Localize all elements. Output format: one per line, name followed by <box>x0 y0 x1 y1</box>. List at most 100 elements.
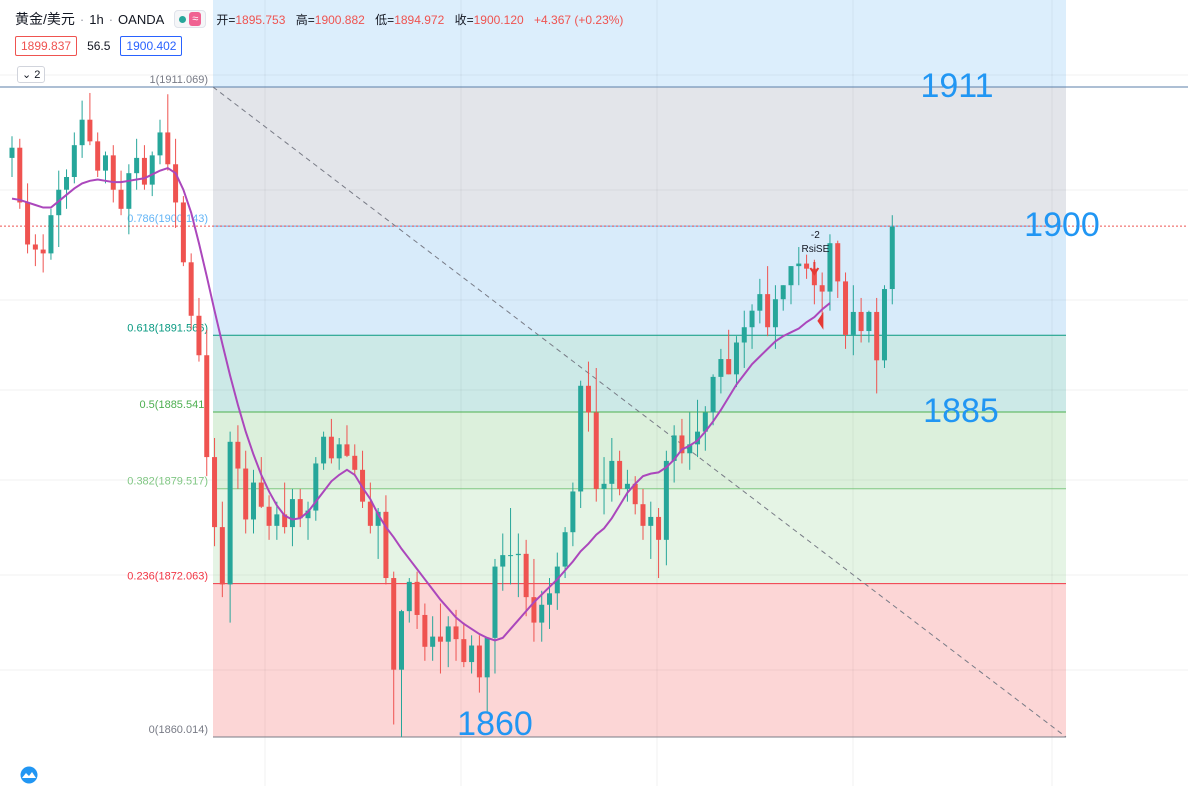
candle-body <box>702 412 708 432</box>
buy-button[interactable]: 1900.402 <box>120 36 183 56</box>
candle-body <box>336 444 342 459</box>
low-value: 1894.972 <box>394 12 445 27</box>
candle-body <box>562 532 568 567</box>
candle-body <box>656 516 662 540</box>
candle-body <box>726 359 732 375</box>
change-value: +4.367 (+0.23%) <box>534 12 624 27</box>
candle-body <box>25 202 31 245</box>
candle-body <box>32 244 38 250</box>
candle-body <box>250 482 256 520</box>
wave-icon: ≈ <box>189 12 202 26</box>
candle-body <box>819 285 825 292</box>
sell-button[interactable]: 1899.837 <box>15 36 78 56</box>
candle-body <box>352 455 358 470</box>
candle-body <box>585 385 591 413</box>
fib-level-label: 0.5(1885.541) <box>140 399 209 411</box>
price-annotation: 1860 <box>457 705 533 743</box>
candle-body <box>305 510 311 519</box>
interval-label[interactable]: 1h <box>89 11 104 27</box>
fib-zone <box>213 226 1066 336</box>
candle-body <box>134 157 140 174</box>
candle-body <box>539 604 545 623</box>
candle-body <box>204 355 210 458</box>
candle-body <box>757 294 763 311</box>
candle-body <box>710 376 716 413</box>
candle-body <box>772 299 778 328</box>
candle-body <box>874 311 880 361</box>
indicator-collapse-button[interactable]: ⌄ 2 <box>17 66 46 83</box>
high-value: 1900.882 <box>314 12 365 27</box>
candle-body <box>500 555 506 567</box>
candle-body <box>173 164 179 203</box>
tradingview-logo-icon[interactable] <box>16 766 42 784</box>
candle-body <box>881 289 887 361</box>
candle-body <box>79 119 85 146</box>
candle-body <box>453 626 459 640</box>
candle-body <box>9 147 15 158</box>
candle-body <box>289 499 295 528</box>
candle-body <box>313 463 319 511</box>
market-status-pill[interactable]: ≈ <box>174 10 207 28</box>
candle-body <box>811 268 817 286</box>
candle-body <box>414 581 420 615</box>
fib-level-label: 0.382(1879.517) <box>127 476 208 488</box>
candle-body <box>321 436 327 464</box>
candle-body <box>102 155 108 171</box>
candle-body <box>375 511 381 526</box>
candle-body <box>593 412 599 489</box>
candle-body <box>399 611 404 670</box>
close-value: 1900.120 <box>473 12 524 27</box>
moving-average-line <box>11 166 831 642</box>
spread-value: 56.5 <box>87 39 111 53</box>
candle-body <box>118 189 124 209</box>
candle-body <box>461 639 467 663</box>
candle-body <box>624 483 630 489</box>
fib-zone <box>213 335 1066 413</box>
candle-body <box>406 581 412 612</box>
candle-body <box>796 263 802 267</box>
candle-body <box>165 132 171 165</box>
candle-body <box>780 285 786 300</box>
candle-body <box>196 315 202 356</box>
candle-body <box>87 119 93 142</box>
candle-body <box>827 243 833 292</box>
open-value: 1895.753 <box>235 12 286 27</box>
sell-signal-arrow-icon <box>809 262 820 276</box>
signal-marker-icon <box>817 311 824 330</box>
candle-body <box>523 553 529 598</box>
symbol-name[interactable]: 黄金/美元 <box>15 11 75 27</box>
candle-body <box>149 155 155 185</box>
candle-body <box>570 491 576 533</box>
candle-body <box>765 294 771 328</box>
candle-body <box>835 243 841 282</box>
candle-body <box>679 435 685 454</box>
candle-body <box>469 645 475 663</box>
candle-body <box>843 281 849 335</box>
candle-body <box>344 444 350 456</box>
candle-body <box>601 483 607 489</box>
candle-body <box>671 435 677 461</box>
candle-body <box>71 145 77 177</box>
candle-body <box>243 468 249 520</box>
fib-zone <box>213 583 1066 737</box>
candle-body <box>663 460 669 540</box>
candle-body <box>383 511 389 579</box>
candle-body <box>632 483 638 505</box>
fib-zone <box>213 87 1066 227</box>
candle-body <box>609 460 615 484</box>
candle-body <box>858 311 864 332</box>
candle-body <box>422 614 428 647</box>
candle-body <box>437 636 443 642</box>
candle-body <box>391 578 397 670</box>
candle-body <box>110 155 116 190</box>
trade-buttons: 1899.837 56.5 1900.402 <box>15 36 183 56</box>
candle-body <box>297 499 303 519</box>
candle-body <box>640 504 646 526</box>
candle-body <box>804 263 810 269</box>
candle-body <box>889 226 895 290</box>
candle-body <box>687 444 693 454</box>
candle-body <box>64 176 70 190</box>
candle-body <box>40 249 46 254</box>
